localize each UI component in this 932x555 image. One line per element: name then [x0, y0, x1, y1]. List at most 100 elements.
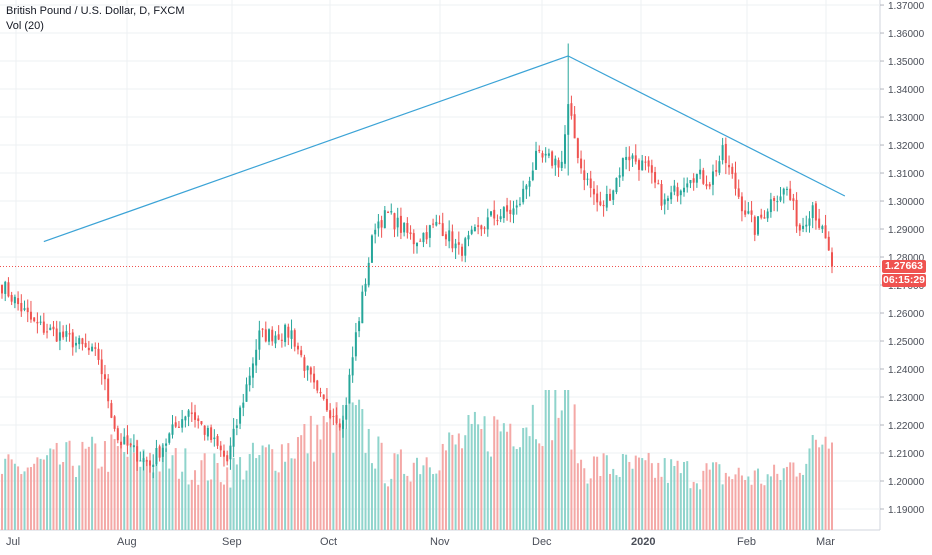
volume-bar	[792, 462, 795, 530]
candle-body	[740, 196, 743, 212]
candle-body	[290, 330, 293, 339]
candle-body	[377, 221, 380, 229]
volume-bar	[831, 442, 833, 530]
candle-body	[293, 330, 296, 347]
candle-body	[612, 190, 615, 200]
candle-body	[23, 308, 26, 310]
candle-body	[184, 416, 187, 421]
volume-bar	[676, 460, 679, 530]
candle-body	[412, 233, 415, 245]
volume-bar	[161, 444, 164, 530]
candle-body	[255, 349, 258, 366]
y-tick-label: 1.22000	[888, 421, 925, 432]
candle-body	[242, 402, 245, 408]
candle-body	[148, 460, 151, 466]
x-tick-label: Aug	[117, 536, 137, 548]
volume-bar	[152, 472, 155, 530]
volume-bar	[515, 448, 518, 530]
candle-body	[731, 166, 734, 175]
volume-bar	[473, 411, 476, 530]
candle-body	[496, 220, 499, 222]
candle-body	[219, 445, 222, 451]
candle-body	[332, 416, 335, 418]
volume-bar	[325, 422, 328, 530]
volume-bar	[55, 442, 58, 530]
candle-body	[49, 327, 52, 331]
volume-bar	[255, 458, 258, 530]
candle-body	[618, 175, 621, 178]
y-tick-label: 1.19000	[888, 505, 925, 516]
y-tick-label: 1.36000	[888, 29, 925, 40]
candle-body	[615, 177, 618, 193]
candle-body	[563, 134, 566, 164]
candle-body	[62, 331, 65, 338]
candle-body	[380, 220, 383, 228]
trendline[interactable]	[567, 55, 846, 197]
candle-body	[512, 208, 515, 215]
volume-bar	[194, 470, 197, 530]
candle-body	[660, 184, 663, 206]
candle-body	[351, 357, 354, 376]
candle-body	[438, 222, 441, 224]
y-tick-label: 1.26000	[888, 309, 925, 320]
candle-body	[760, 214, 763, 218]
volume-bar	[776, 473, 779, 530]
chart-legend: British Pound / U.S. Dollar, D, FXCM Vol…	[6, 4, 185, 34]
volume-bar	[116, 446, 119, 530]
candle-body	[335, 415, 338, 424]
candle-body	[428, 225, 431, 238]
volume-bar	[457, 433, 460, 530]
volume-bar	[406, 475, 409, 530]
volume-bar	[380, 442, 383, 530]
candle-body	[602, 204, 605, 207]
volume-bar	[235, 464, 238, 530]
candle-body	[168, 433, 171, 443]
volume-bar	[261, 445, 264, 530]
candle-body	[46, 331, 49, 333]
candle-body	[808, 218, 811, 226]
volume-bar	[663, 458, 666, 530]
candle-body	[123, 436, 126, 445]
candle-body	[509, 209, 512, 215]
candle-body	[654, 171, 657, 183]
volume-bar	[200, 460, 203, 530]
volume-bar	[33, 463, 36, 530]
candle-body	[239, 407, 242, 424]
volume-bar	[480, 428, 483, 530]
candle-body	[621, 158, 624, 177]
candle-body	[776, 201, 779, 203]
candle-body	[670, 192, 673, 200]
volume-bar	[210, 479, 213, 530]
volume-bar	[650, 463, 653, 530]
candle-body	[116, 428, 119, 441]
candle-body	[274, 335, 277, 344]
volume-bar	[628, 461, 631, 530]
candle-body	[769, 199, 772, 213]
trendline[interactable]	[43, 55, 569, 243]
candle-body	[181, 419, 184, 428]
volume-bar	[522, 427, 525, 530]
volume-bar	[618, 476, 621, 530]
volume-bar	[496, 419, 499, 530]
candle-body	[818, 218, 821, 228]
volume-bar	[444, 450, 447, 530]
candle-body	[689, 180, 692, 184]
volume-bar	[454, 444, 457, 530]
candle-body	[296, 345, 299, 350]
volume-bar	[13, 463, 16, 530]
volume-bar	[103, 441, 106, 530]
volume-bar	[802, 474, 805, 530]
volume-bar	[87, 446, 90, 530]
candle-body	[782, 188, 785, 195]
candle-body	[155, 448, 158, 465]
candle-body	[97, 348, 100, 360]
candle-body	[103, 374, 106, 380]
candle-body	[631, 155, 634, 159]
candle-body	[284, 324, 287, 343]
candle-body	[390, 211, 393, 213]
volume-bar	[782, 468, 785, 530]
candle-body	[226, 455, 229, 462]
candle-body	[158, 446, 161, 458]
